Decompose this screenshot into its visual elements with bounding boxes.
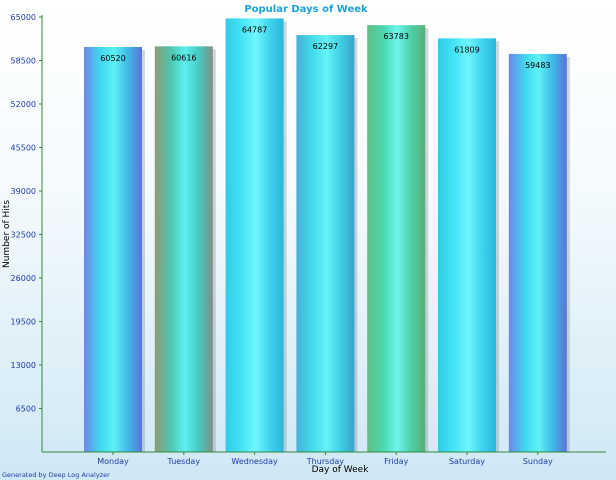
y-tick-label: 52000	[11, 100, 36, 109]
y-tick-label: 19500	[11, 318, 36, 327]
bar-sunday[interactable]	[508, 53, 567, 453]
y-tick-label: 32500	[11, 231, 36, 240]
data-label-saturday: 61809	[454, 45, 479, 54]
x-tick-label-sunday: Sunday	[523, 457, 553, 466]
y-tick-label: 58500	[11, 57, 36, 66]
chart-title: Popular Days of Week	[244, 4, 368, 15]
y-axis-ticks: 6500 13000 19500 26000 32500 39000 45500 52000 5…	[11, 13, 42, 414]
x-tick-label-saturday: Saturday	[449, 457, 485, 466]
x-tick-label-monday: Monday	[97, 457, 129, 466]
y-axis-label: Number of Hits	[2, 200, 12, 268]
x-axis-ticks: Monday Tuesday Wednesday Thursday Friday Satu…	[97, 452, 553, 466]
x-axis-label: Day of Week	[312, 465, 370, 475]
x-tick-label-friday: Friday	[384, 457, 409, 466]
bar-wednesday[interactable]	[225, 18, 284, 452]
bar-thursday[interactable]	[296, 35, 355, 453]
data-label-sunday: 59483	[525, 61, 550, 70]
bar-friday[interactable]	[367, 25, 426, 453]
bar-saturday[interactable]	[438, 38, 496, 452]
data-label-tuesday: 60616	[171, 53, 196, 62]
footer-note: Generated by Deep Log Analyzer	[2, 471, 110, 479]
y-tick-label: 26000	[11, 274, 36, 283]
bar-tuesday[interactable]	[154, 46, 213, 452]
y-tick-label: 65000	[11, 13, 36, 22]
y-tick-label: 45500	[11, 144, 36, 153]
y-tick-label: 6500	[16, 405, 36, 414]
data-label-monday: 60520	[100, 54, 125, 63]
y-tick-label: 39000	[11, 187, 36, 196]
y-tick-label: 13000	[11, 361, 36, 370]
x-tick-label-wednesday: Wednesday	[231, 457, 278, 466]
data-label-thursday: 62297	[313, 42, 338, 51]
bar-monday[interactable]	[84, 46, 142, 452]
data-label-wednesday: 64787	[242, 25, 267, 34]
data-label-friday: 63783	[383, 32, 408, 41]
bars: 60520 60616 64787 62297 63783 61809 59483	[84, 18, 570, 453]
x-tick-label-tuesday: Tuesday	[167, 457, 201, 466]
x-tick-label-thursday: Thursday	[306, 457, 344, 466]
